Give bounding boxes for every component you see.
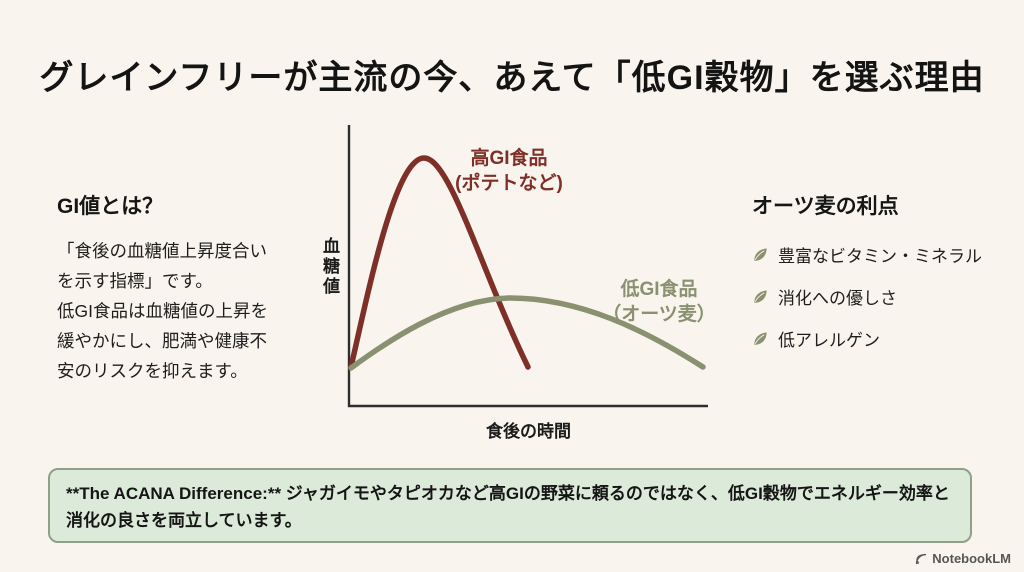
high-gi-curve-label: 高GI食品 (ポテトなど) [441, 146, 577, 196]
oats-benefits-heading: オーツ麦の利点 [752, 195, 899, 218]
low-gi-label-line2: （オーツ麦） [602, 304, 716, 325]
x-axis-label: 食後の時間 [486, 422, 571, 441]
gi-definition-heading: GI値とは？ [57, 195, 164, 218]
benefit-item-label: 消化への優しさ [778, 289, 897, 308]
gi-definition-body: 「食後の血糖値上昇度合い を示す指標」です。 低GI食品は血糖値の上昇を 緩やか… [57, 241, 268, 381]
high-gi-curve [348, 155, 531, 370]
leaf-icon [754, 332, 767, 345]
low-gi-curve [348, 295, 706, 371]
oats-benefits-section: オーツ麦の利点 豊富なビタミン・ミネラル 消化への優しさ [752, 190, 997, 368]
benefit-item-label: 低アレルゲン [778, 331, 880, 350]
notebooklm-icon [916, 553, 927, 564]
page-title: グレインフリーが主流の今、あえて「低GI穀物」を選ぶ理由 [39, 59, 985, 97]
high-gi-label-line2: (ポテトなど) [455, 173, 563, 194]
notebooklm-watermark: NotebookLM [914, 551, 1011, 566]
low-gi-curve-label: 低GI食品 （オーツ麦） [591, 277, 727, 327]
acana-difference-text: **The ACANA Difference:** ジャガイモやタピオカなど高G… [66, 484, 950, 530]
glucose-response-chart: 血糖値 食後の時間 高GI食品 (ポテトなど) 低GI食品 （オーツ麦） [300, 118, 720, 448]
acana-difference-callout: **The ACANA Difference:** ジャガイモやタピオカなど高G… [48, 468, 972, 543]
chart-axes [347, 125, 708, 408]
glucose-chart-plot [347, 125, 708, 408]
benefit-item-label: 豊富なビタミン・ミネラル [778, 247, 982, 266]
list-item: 豊富なビタミン・ミネラル [752, 242, 997, 267]
y-axis-label: 血糖値 [320, 237, 339, 297]
list-item: 消化への優しさ [752, 284, 997, 309]
leaf-icon [754, 248, 767, 261]
gi-definition-section: GI値とは？ 「食後の血糖値上昇度合い を示す指標」です。 低GI食品は血糖値の… [57, 190, 319, 386]
list-item: 低アレルゲン [752, 326, 997, 351]
low-gi-label-line1: 低GI食品 [620, 279, 698, 300]
leaf-icon [754, 290, 767, 303]
benefit-list: 豊富なビタミン・ミネラル 消化への優しさ 低アレルゲン [752, 242, 997, 351]
notebooklm-label: NotebookLM [932, 551, 1011, 566]
high-gi-label-line1: 高GI食品 [470, 148, 548, 169]
